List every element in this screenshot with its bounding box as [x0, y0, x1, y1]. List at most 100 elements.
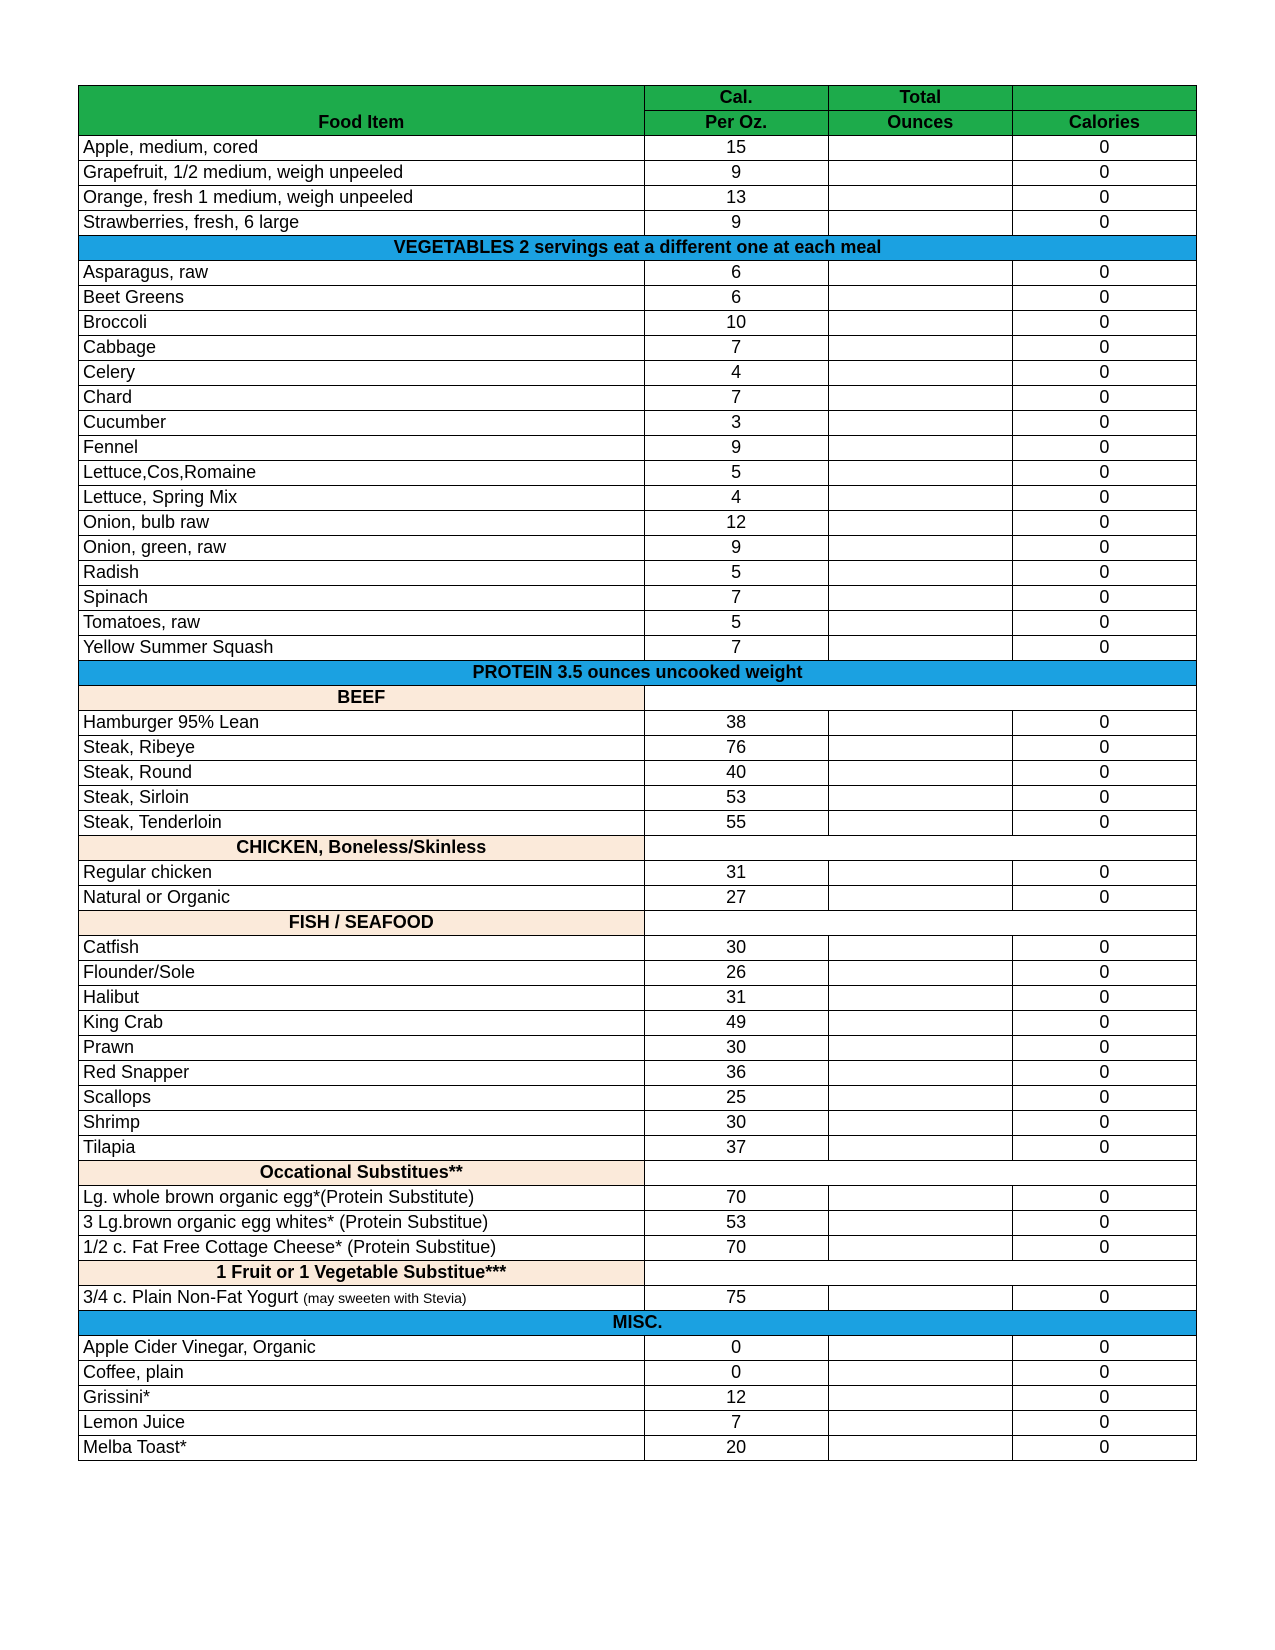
table-row: Strawberries, fresh, 6 large90	[79, 211, 1197, 236]
total-ounces	[828, 286, 1012, 311]
calories: 0	[1012, 161, 1196, 186]
food-item-name: Tilapia	[79, 1136, 645, 1161]
food-item-name: 3 Lg.brown organic egg whites* (Protein …	[79, 1211, 645, 1236]
cal-per-oz: 6	[644, 286, 828, 311]
calories: 0	[1012, 1036, 1196, 1061]
table-row: Hamburger 95% Lean380	[79, 711, 1197, 736]
subsection-blank	[644, 686, 1196, 711]
calories: 0	[1012, 1336, 1196, 1361]
total-ounces	[828, 486, 1012, 511]
cal-per-oz: 30	[644, 1111, 828, 1136]
food-item-name: Apple, medium, cored	[79, 136, 645, 161]
total-ounces	[828, 261, 1012, 286]
calories: 0	[1012, 936, 1196, 961]
food-item-name: Cucumber	[79, 411, 645, 436]
table-row: Lettuce, Spring Mix40	[79, 486, 1197, 511]
table-row: Apple Cider Vinegar, Organic00	[79, 1336, 1197, 1361]
food-item-name: Coffee, plain	[79, 1361, 645, 1386]
calories: 0	[1012, 461, 1196, 486]
total-ounces	[828, 1411, 1012, 1436]
calories: 0	[1012, 411, 1196, 436]
calories: 0	[1012, 1411, 1196, 1436]
calories: 0	[1012, 736, 1196, 761]
cal-per-oz: 40	[644, 761, 828, 786]
total-ounces	[828, 536, 1012, 561]
header-col-caloz-line1: Cal.	[644, 86, 828, 111]
cal-per-oz: 31	[644, 861, 828, 886]
calories: 0	[1012, 636, 1196, 661]
total-ounces	[828, 1211, 1012, 1236]
cal-per-oz: 70	[644, 1186, 828, 1211]
food-item-name: Shrimp	[79, 1111, 645, 1136]
calories: 0	[1012, 586, 1196, 611]
food-item-name: Steak, Tenderloin	[79, 811, 645, 836]
total-ounces	[828, 711, 1012, 736]
cal-per-oz: 4	[644, 486, 828, 511]
table-row: Tilapia370	[79, 1136, 1197, 1161]
table-row: Flounder/Sole260	[79, 961, 1197, 986]
cal-per-oz: 75	[644, 1286, 828, 1311]
total-ounces	[828, 1111, 1012, 1136]
total-ounces	[828, 586, 1012, 611]
table-row: Prawn300	[79, 1036, 1197, 1061]
header-col-food: Food Item	[79, 86, 645, 136]
calories: 0	[1012, 1061, 1196, 1086]
total-ounces	[828, 511, 1012, 536]
subsection-blank	[644, 1161, 1196, 1186]
total-ounces	[828, 1036, 1012, 1061]
food-item-name: Onion, bulb raw	[79, 511, 645, 536]
calories: 0	[1012, 561, 1196, 586]
cal-per-oz: 37	[644, 1136, 828, 1161]
food-item-name: Steak, Round	[79, 761, 645, 786]
section-header: PROTEIN 3.5 ounces uncooked weight	[79, 661, 1197, 686]
section-header: VEGETABLES 2 servings eat a different on…	[79, 236, 1197, 261]
table-row: Grissini*120	[79, 1386, 1197, 1411]
calories: 0	[1012, 286, 1196, 311]
table-row: 3 Lg.brown organic egg whites* (Protein …	[79, 1211, 1197, 1236]
food-item-name: Tomatoes, raw	[79, 611, 645, 636]
cal-per-oz: 49	[644, 1011, 828, 1036]
total-ounces	[828, 386, 1012, 411]
food-item-name: Apple Cider Vinegar, Organic	[79, 1336, 645, 1361]
total-ounces	[828, 461, 1012, 486]
header-col-totaloz-line2: Ounces	[828, 111, 1012, 136]
food-item-name: Chard	[79, 386, 645, 411]
calories: 0	[1012, 486, 1196, 511]
total-ounces	[828, 136, 1012, 161]
subsection-blank	[644, 836, 1196, 861]
table-row: Steak, Tenderloin550	[79, 811, 1197, 836]
cal-per-oz: 0	[644, 1336, 828, 1361]
total-ounces	[828, 336, 1012, 361]
cal-per-oz: 70	[644, 1236, 828, 1261]
table-row: King Crab49 0	[79, 1011, 1197, 1036]
food-item-name: Melba Toast*	[79, 1436, 645, 1461]
cal-per-oz: 15	[644, 136, 828, 161]
total-ounces	[828, 1236, 1012, 1261]
total-ounces	[828, 786, 1012, 811]
cal-per-oz: 25	[644, 1086, 828, 1111]
calories: 0	[1012, 1086, 1196, 1111]
cal-per-oz: 9	[644, 211, 828, 236]
total-ounces	[828, 1086, 1012, 1111]
calories: 0	[1012, 1011, 1196, 1036]
cal-per-oz: 76	[644, 736, 828, 761]
cal-per-oz: 0	[644, 1361, 828, 1386]
total-ounces	[828, 361, 1012, 386]
cal-per-oz: 5	[644, 461, 828, 486]
cal-per-oz: 26	[644, 961, 828, 986]
calories: 0	[1012, 611, 1196, 636]
total-ounces	[828, 861, 1012, 886]
food-item-name: Radish	[79, 561, 645, 586]
total-ounces	[828, 1186, 1012, 1211]
cal-per-oz: 53	[644, 1211, 828, 1236]
food-item-name: King Crab	[79, 1011, 645, 1036]
table-row: Steak, Ribeye760	[79, 736, 1197, 761]
total-ounces	[828, 1386, 1012, 1411]
table-row: Lemon Juice70	[79, 1411, 1197, 1436]
table-row: Melba Toast*200	[79, 1436, 1197, 1461]
food-item-name: Spinach	[79, 586, 645, 611]
table-row: Steak, Sirloin530	[79, 786, 1197, 811]
calories: 0	[1012, 711, 1196, 736]
section-header: MISC.	[79, 1311, 1197, 1336]
food-item-name: Cabbage	[79, 336, 645, 361]
